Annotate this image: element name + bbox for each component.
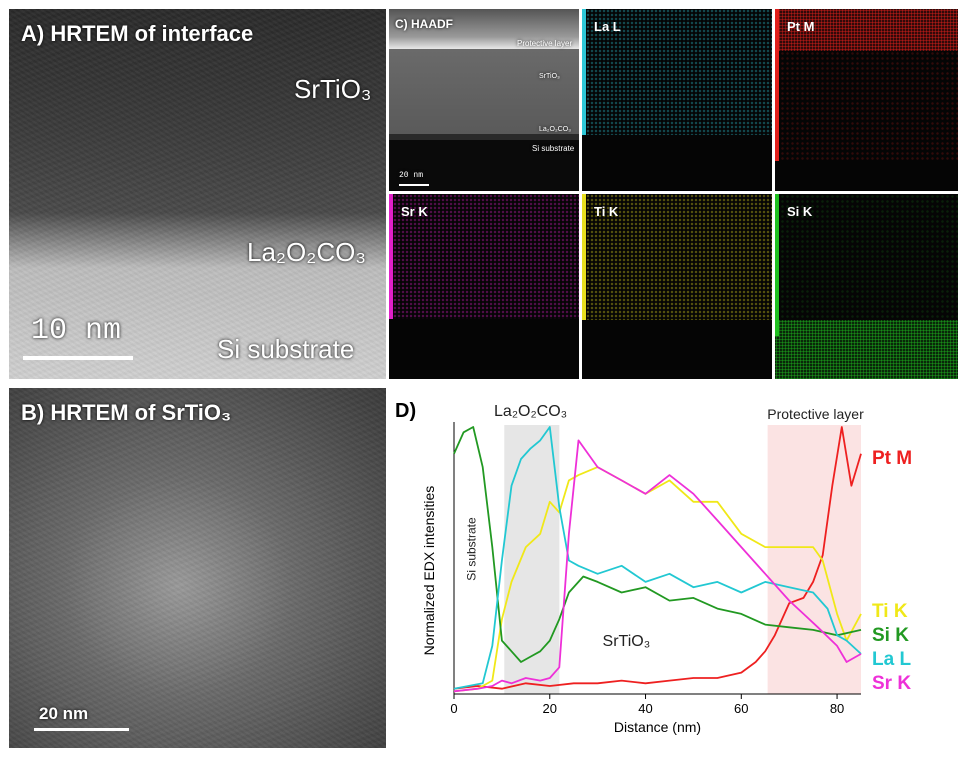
annotation-si-substrate: Si substrate: [465, 517, 479, 581]
map-pt-m-label: Pt M: [787, 19, 815, 34]
panel-c-haadf: C) HAADF Protective layer SrTiO₃ La₂O₂CO…: [389, 9, 579, 191]
map-si-k-label: Si K: [787, 204, 813, 219]
panel-b-scale-label: 20 nm: [39, 704, 89, 723]
x-axis-label: Distance (nm): [614, 719, 701, 735]
panel-b-title: B) HRTEM of SrTiO₃: [21, 400, 232, 425]
map-la-l-color-bar: [582, 9, 586, 135]
shaded-region-1: [767, 425, 861, 694]
haadf-scale-bar: [399, 184, 429, 186]
map-la-l-signal: [582, 9, 772, 135]
map-pt-m-color-bar: [775, 9, 779, 161]
series-line-la-l: [453, 426, 862, 690]
legend-label-sr-k: Sr K: [872, 673, 911, 694]
panel-b-scale-bar: [34, 728, 129, 731]
y-axis-label: Normalized EDX intensities: [421, 486, 437, 656]
map-sr-k-label: Sr K: [401, 204, 428, 219]
series-line-sr-k: [453, 439, 862, 693]
haadf-la2o2co3-band: [389, 134, 579, 140]
annotation-srtio3: SrTiO₃: [603, 633, 651, 650]
map-sr-k: Sr K: [389, 194, 579, 379]
haadf-label-srtio3: SrTiO₃: [539, 73, 560, 80]
map-pt-m: Pt M: [775, 9, 958, 191]
panel-a-label-srtio3: SrTiO₃: [294, 74, 372, 104]
panel-a-label-la2o2co3: La₂O₂CO₃: [247, 237, 366, 267]
panel-a-scale-label: 10 nm: [31, 314, 122, 348]
map-ti-k-signal: [582, 194, 772, 320]
x-tick-label-3: 60: [734, 701, 748, 716]
map-ti-k-color-bar: [582, 194, 586, 320]
series-line-si-k: [453, 426, 862, 663]
haadf-label-protective: Protective layer: [517, 39, 573, 48]
map-si-k-signal-low: [775, 194, 958, 320]
haadf-scale-label: 20 nm: [399, 171, 424, 180]
panel-a-texture: [9, 9, 386, 379]
panel-b-texture: [9, 388, 386, 748]
panel-d-title: D): [395, 400, 417, 422]
panel-a-scale-bar: [23, 356, 133, 360]
panel-c-title: C) HAADF: [395, 17, 453, 31]
panel-a-hrtem-interface: A) HRTEM of interface SrTiO₃ La₂O₂CO₃ Si…: [9, 9, 386, 379]
x-tick-label-2: 40: [638, 701, 652, 716]
shaded-region-0: [504, 425, 560, 694]
annotation-la2o2co3: La₂O₂CO₃: [494, 403, 567, 420]
map-ti-k-label: Ti K: [594, 204, 619, 219]
series-line-pt-m: [453, 426, 862, 690]
legend-label-pt-m: Pt M: [872, 448, 912, 469]
map-ti-k: Ti K: [582, 194, 772, 379]
legend-label-si-k: Si K: [872, 625, 909, 646]
haadf-srtio3-band: [389, 49, 579, 134]
haadf-label-la2o2co3: La₂O₂CO₃: [539, 126, 572, 133]
panel-b-hrtem-srtio3: B) HRTEM of SrTiO₃ 20 nm: [9, 388, 386, 748]
legend-label-ti-k: Ti K: [872, 601, 908, 622]
panel-d-chart: 0 20 40 60 80 Distance (nm) Normalized EDX int…: [421, 403, 912, 735]
x-tick-label-4: 80: [830, 701, 844, 716]
panel-a-title: A) HRTEM of interface: [21, 21, 254, 46]
map-si-k-signal: [775, 320, 958, 379]
x-tick-label-0: 0: [450, 701, 457, 716]
map-si-k-color-bar: [775, 194, 779, 336]
haadf-protective-band: [389, 9, 579, 49]
panel-a-label-si-substrate: Si substrate: [217, 334, 355, 364]
annotation-protective-layer: Protective layer: [767, 406, 864, 422]
map-la-l: La L: [582, 9, 772, 191]
map-sr-k-signal: [389, 194, 579, 319]
map-si-k: Si K: [775, 194, 958, 379]
map-pt-m-signal: [775, 9, 958, 51]
map-pt-m-signal-low: [775, 51, 958, 161]
map-sr-k-color-bar: [389, 194, 393, 319]
legend-label-la-l: La L: [872, 649, 911, 670]
haadf-label-si: Si substrate: [532, 144, 575, 153]
x-tick-label-1: 20: [543, 701, 557, 716]
map-la-l-label: La L: [594, 19, 621, 34]
